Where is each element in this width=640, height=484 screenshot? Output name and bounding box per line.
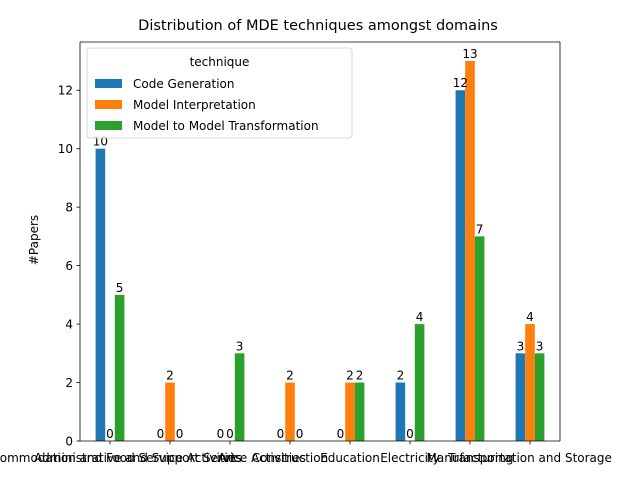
bar <box>465 61 475 441</box>
bar <box>534 353 545 441</box>
data-label: 0 <box>176 427 184 441</box>
data-label: 13 <box>462 47 477 61</box>
x-tick-label: Transportation and Storage <box>447 451 612 465</box>
legend-swatch <box>95 121 122 130</box>
y-tick-label: 0 <box>65 435 73 449</box>
bar <box>114 294 125 441</box>
x-tick-label: Construction <box>252 451 328 465</box>
y-tick-label: 12 <box>58 84 73 98</box>
data-label: 3 <box>236 339 244 353</box>
data-label: 2 <box>356 369 364 383</box>
data-label: 0 <box>277 427 285 441</box>
legend-entry: Model Interpretation <box>133 98 256 112</box>
x-tick-label: Manufacturing <box>427 451 514 465</box>
data-label: 0 <box>406 427 414 441</box>
bar <box>345 382 355 441</box>
legend-swatch <box>95 100 122 109</box>
legend-box <box>86 47 353 139</box>
data-label: 2 <box>346 369 354 383</box>
bar <box>285 382 295 441</box>
data-label: 0 <box>337 427 345 441</box>
bar <box>414 324 425 441</box>
data-label: 7 <box>476 222 484 236</box>
y-tick-label: 2 <box>65 376 73 390</box>
data-label: 4 <box>416 310 424 324</box>
x-tick-label: Education <box>320 451 380 465</box>
legend-title: technique <box>190 55 250 69</box>
bar <box>95 148 106 441</box>
x-tick-label: Administrative and Support Service Activ… <box>34 451 306 465</box>
y-tick-label: 6 <box>65 259 73 273</box>
bar <box>395 382 406 441</box>
y-axis-label: #Papers <box>27 215 41 265</box>
data-label: 3 <box>536 339 544 353</box>
y-tick-label: 8 <box>65 201 73 215</box>
legend-entry: Model to Model Transformation <box>133 119 319 133</box>
x-tick-label: Accommodation and Food Service Activitie… <box>0 451 241 465</box>
data-label: 2 <box>397 369 405 383</box>
data-label: 0 <box>226 427 234 441</box>
bar <box>165 382 175 441</box>
data-label: 0 <box>106 427 114 441</box>
bar <box>455 90 466 441</box>
legend[interactable]: technique Code Generation Model Interpreta… <box>86 47 353 139</box>
legend-entry: Code Generation <box>133 77 234 91</box>
series-code-generation <box>95 90 526 441</box>
data-label: 4 <box>526 310 534 324</box>
bar <box>525 324 535 441</box>
bar <box>515 353 526 441</box>
data-label: 3 <box>517 339 525 353</box>
bar <box>234 353 245 441</box>
chart-title: Distribution of MDE techniques amongst d… <box>138 18 498 34</box>
data-label: 0 <box>217 427 225 441</box>
x-tick-label: Arts <box>218 451 242 465</box>
y-tick-label: 4 <box>65 318 73 332</box>
data-label: 5 <box>116 281 124 295</box>
bar <box>474 236 485 441</box>
data-label: 0 <box>157 427 165 441</box>
y-tick-label: 10 <box>58 142 73 156</box>
data-label: 2 <box>286 369 294 383</box>
data-label: 12 <box>453 76 468 90</box>
data-label: 2 <box>166 369 174 383</box>
bar <box>354 382 365 441</box>
series-model-interpretation <box>165 61 535 441</box>
x-tick-label: Electricity <box>380 451 440 465</box>
data-label: 0 <box>296 427 304 441</box>
series-model-to-model-transformation <box>114 236 545 441</box>
legend-swatch <box>95 79 122 88</box>
